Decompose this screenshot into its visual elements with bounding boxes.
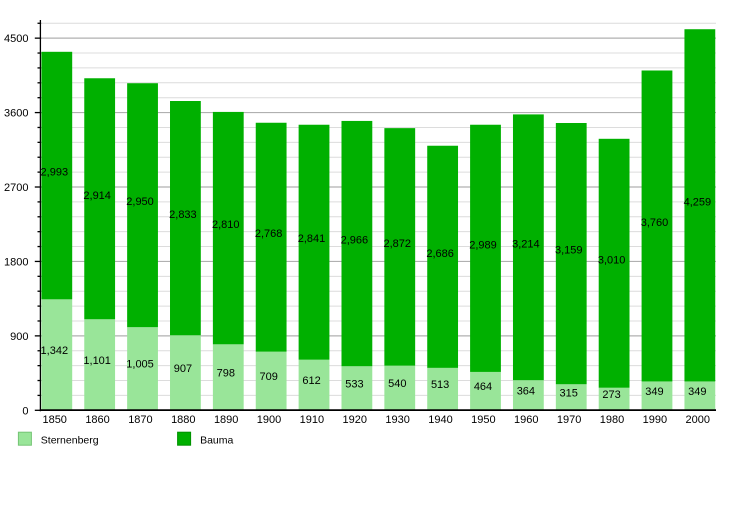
svg-text:3,159: 3,159	[555, 245, 583, 257]
svg-text:3,760: 3,760	[641, 217, 669, 229]
svg-text:1980: 1980	[600, 414, 624, 426]
svg-text:1880: 1880	[171, 414, 195, 426]
svg-text:Bauma: Bauma	[200, 435, 233, 447]
svg-text:1800: 1800	[4, 256, 28, 268]
svg-text:0: 0	[22, 405, 28, 417]
svg-text:315: 315	[560, 387, 578, 399]
svg-text:1970: 1970	[557, 414, 581, 426]
svg-text:1990: 1990	[643, 414, 667, 426]
svg-text:1860: 1860	[85, 414, 109, 426]
svg-text:464: 464	[474, 381, 492, 393]
svg-text:2,686: 2,686	[426, 248, 454, 260]
svg-text:1900: 1900	[257, 414, 281, 426]
svg-text:1,101: 1,101	[83, 355, 111, 367]
svg-text:2,768: 2,768	[255, 228, 283, 240]
svg-text:1930: 1930	[385, 414, 409, 426]
svg-text:3,010: 3,010	[598, 254, 626, 266]
svg-text:907: 907	[174, 363, 192, 375]
svg-text:2,993: 2,993	[41, 167, 69, 179]
svg-text:2,950: 2,950	[126, 196, 154, 208]
svg-text:3600: 3600	[4, 108, 28, 120]
svg-text:513: 513	[431, 379, 449, 391]
svg-text:1870: 1870	[128, 414, 152, 426]
svg-text:533: 533	[345, 378, 363, 390]
svg-text:1,005: 1,005	[126, 359, 154, 371]
svg-text:2,872: 2,872	[383, 238, 411, 250]
svg-text:1940: 1940	[428, 414, 452, 426]
svg-text:2700: 2700	[4, 182, 28, 194]
svg-text:349: 349	[688, 386, 706, 398]
svg-text:1,342: 1,342	[41, 345, 69, 357]
svg-text:2,966: 2,966	[341, 235, 369, 247]
svg-text:1910: 1910	[300, 414, 324, 426]
svg-text:2,810: 2,810	[212, 219, 240, 231]
svg-text:900: 900	[10, 331, 28, 343]
svg-text:4500: 4500	[4, 33, 28, 45]
svg-text:2,914: 2,914	[83, 190, 111, 202]
svg-text:Sternenberg: Sternenberg	[41, 435, 99, 447]
svg-text:2000: 2000	[686, 414, 710, 426]
svg-text:1920: 1920	[343, 414, 367, 426]
svg-text:2,841: 2,841	[298, 233, 326, 245]
svg-text:709: 709	[259, 371, 277, 383]
svg-text:364: 364	[517, 385, 535, 397]
svg-text:1950: 1950	[471, 414, 495, 426]
svg-text:2,989: 2,989	[469, 239, 497, 251]
svg-text:798: 798	[217, 367, 235, 379]
svg-text:612: 612	[302, 375, 320, 387]
svg-text:540: 540	[388, 378, 406, 390]
svg-text:4,259: 4,259	[684, 196, 712, 208]
svg-text:1890: 1890	[214, 414, 238, 426]
svg-text:2,833: 2,833	[169, 209, 197, 221]
svg-text:1850: 1850	[42, 414, 66, 426]
svg-text:273: 273	[602, 389, 620, 401]
svg-text:349: 349	[645, 386, 663, 398]
svg-text:1960: 1960	[514, 414, 538, 426]
svg-text:3,214: 3,214	[512, 238, 540, 250]
